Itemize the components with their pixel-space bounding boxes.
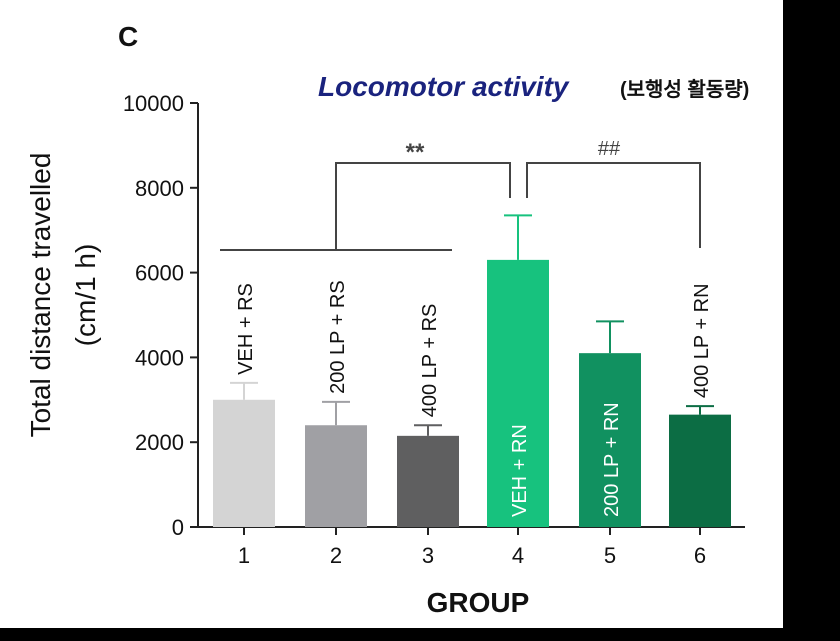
x-tick-label: 6 (694, 543, 706, 568)
x-tick-label: 4 (512, 543, 524, 568)
x-tick-label: 5 (604, 543, 616, 568)
y-tick-label: 4000 (135, 345, 184, 370)
figure-panel: C Locomotor activity (보행성 활동량) Total dis… (0, 0, 783, 628)
bar (579, 353, 641, 527)
bar (487, 259, 549, 527)
bar-group-label: 200 LP + RN (601, 402, 623, 517)
significance-brackets: ** ## (220, 138, 701, 251)
bar-chart: C Locomotor activity (보행성 활동량) Total dis… (25, 21, 749, 618)
y-tick-label: 0 (172, 515, 184, 540)
y-tick-label: 10000 (123, 91, 184, 116)
significance-bracket-double-hash (526, 162, 701, 248)
y-axis-label: Total distance travelled (cm/1 h) (25, 153, 101, 438)
bar-group-label: 200 LP + RS (327, 280, 349, 394)
significance-bracket-double-star (335, 162, 511, 250)
x-tick-label: 2 (330, 543, 342, 568)
bar (305, 425, 367, 527)
bar (213, 399, 275, 527)
bars: VEH + RS 200 LP + RS 400 LP + RS VEH + RN 20… (213, 214, 731, 527)
y-axis-label-line: (cm/1 h) (70, 244, 101, 347)
axes: 0 2000 4000 6000 8000 10000 1 2 3 4 5 6 (123, 91, 745, 568)
bar (397, 435, 459, 527)
x-tick-label: 3 (422, 543, 434, 568)
bar-group-label: VEH + RN (509, 424, 531, 517)
bar (669, 414, 731, 527)
x-axis-title: GROUP (427, 587, 530, 618)
significance-symbol: ## (598, 138, 621, 160)
bar-group-label: 400 LP + RN (691, 283, 713, 398)
y-tick-label: 6000 (135, 261, 184, 286)
y-tick-label: 2000 (135, 430, 184, 455)
significance-symbol: ** (406, 139, 425, 166)
chart-subtitle: (보행성 활동량) (620, 78, 749, 101)
y-axis-label-line: Total distance travelled (25, 153, 56, 438)
y-tick-label: 8000 (135, 176, 184, 201)
bar-group-label: VEH + RS (235, 283, 257, 375)
chart-title: Locomotor activity (318, 71, 570, 102)
bar-group-label: 400 LP + RS (419, 304, 441, 418)
panel-letter: C (118, 21, 138, 52)
x-tick-label: 1 (238, 543, 250, 568)
